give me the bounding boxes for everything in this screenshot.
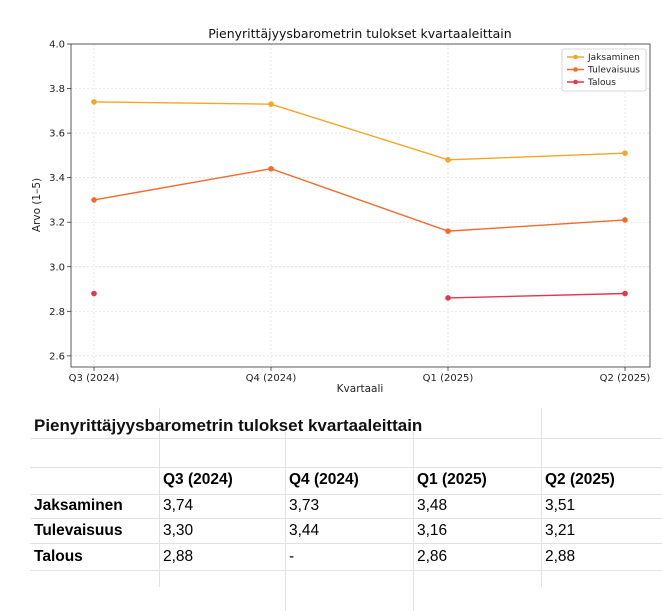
results-table: Pienyrittäjyysbarometrin tulokset kvarta… (30, 408, 662, 611)
y-tick-label: 3.0 (49, 262, 65, 273)
chart-title: Pienyrittäjyysbarometrin tulokset kvarta… (208, 26, 511, 41)
table-divider (30, 543, 662, 544)
legend-label: Tulevaisuus (587, 66, 640, 76)
table-cell: 3,44 (289, 522, 320, 539)
table-cell: 3,30 (163, 522, 194, 539)
table-cell: 3,74 (163, 497, 194, 514)
table-cell: 3,21 (545, 522, 576, 539)
table-divider (30, 494, 662, 495)
data-point (445, 157, 451, 163)
data-point (91, 290, 97, 297)
table-header-cell: Q3 (2024) (163, 471, 233, 488)
legend-marker (573, 54, 578, 60)
table-divider (285, 432, 286, 611)
x-axis-title: Kvartaali (337, 383, 384, 395)
y-tick-label: 4.0 (49, 40, 65, 51)
series-line (93, 168, 626, 232)
y-tick-label: 3.2 (49, 218, 65, 229)
data-point (268, 165, 274, 172)
table-row-label: Tulevaisuus (34, 522, 123, 539)
table-cell: 3,16 (417, 522, 448, 539)
table-cell: 3,48 (417, 497, 448, 514)
y-tick-label: 2.6 (49, 351, 65, 362)
table-divider (541, 408, 542, 587)
data-point (91, 99, 97, 105)
y-tick-label: 2.8 (49, 307, 65, 318)
table-divider (30, 570, 662, 571)
x-tick-label: Q3 (2024) (69, 373, 120, 384)
table-header-cell: Q1 (2025) (417, 471, 487, 488)
y-axis-title: Arvo (1–5) (31, 178, 43, 232)
table-divider (159, 408, 160, 587)
chart-grid (71, 43, 650, 367)
y-tick-label: 3.8 (49, 84, 65, 95)
series-line (93, 101, 626, 161)
x-tick-label: Q1 (2025) (423, 373, 474, 384)
legend-label: Jaksaminen (587, 53, 640, 63)
table-divider (30, 467, 662, 468)
data-point (445, 295, 451, 301)
data-point (622, 150, 628, 156)
line-chart: Pienyrittäjyysbarometrin tulokset kvarta… (31, 26, 650, 395)
chart-axes: 2.6 2.8 3.0 3.2 3.4 3.6 3.8 4.0 Q3 (2024) Q4 (202… (49, 40, 650, 385)
data-point (445, 228, 451, 234)
y-tick-label: 3.6 (49, 129, 65, 140)
legend-box (561, 48, 647, 92)
y-tick-label: 3.4 (49, 173, 65, 184)
table-row-label: Talous (34, 548, 83, 565)
table-cell: 2,88 (545, 548, 576, 565)
table-header-cell: Q4 (2024) (289, 471, 359, 488)
legend-marker (573, 67, 578, 72)
table-cell: 3,73 (289, 497, 320, 514)
table-cell: 2,88 (163, 548, 194, 565)
legend-label: Talous (587, 78, 616, 88)
data-point (622, 290, 628, 297)
table-cell: 2,86 (417, 548, 448, 565)
table-divider (30, 438, 662, 439)
legend-marker (573, 79, 578, 85)
data-point (91, 197, 97, 203)
table-title: Pienyrittäjyysbarometrin tulokset kvarta… (34, 416, 423, 435)
series-line (447, 292, 626, 299)
table-cell: 3,51 (545, 497, 576, 514)
chart-legend: Jaksaminen Tulevaisuus Talous (561, 48, 647, 92)
chart-series (91, 99, 628, 301)
x-tick-label: Q2 (2025) (600, 373, 651, 384)
data-point (622, 217, 628, 223)
table-divider (413, 432, 414, 611)
plot-frame (70, 43, 651, 368)
data-point (268, 101, 274, 107)
x-tick-label: Q4 (2024) (246, 373, 297, 384)
table-divider (30, 518, 662, 519)
table-row-label: Jaksaminen (34, 497, 123, 514)
table-cell: - (289, 548, 295, 565)
table-header-cell: Q2 (2025) (545, 471, 615, 488)
